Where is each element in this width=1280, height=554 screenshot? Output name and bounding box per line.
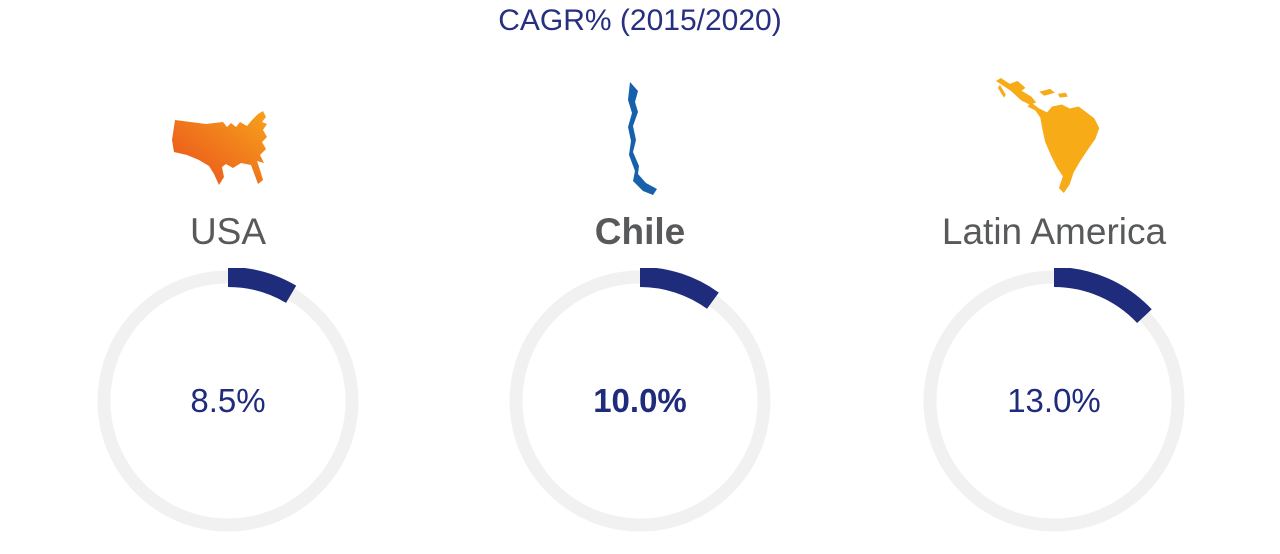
page-title: CAGR% (2015/2020) <box>498 4 782 37</box>
usa-map-box <box>58 78 398 196</box>
donut-value-arc <box>507 268 773 534</box>
region-label-chile: Chile <box>594 211 686 252</box>
chile-map-box <box>470 78 810 196</box>
region-label-usa: USA <box>189 211 267 252</box>
region-label-latin-america: Latin America <box>941 211 1167 252</box>
donut-usa: 8.5% <box>95 268 361 534</box>
donut-value-usa: 8.5% <box>190 382 266 419</box>
donut-value-arc <box>921 268 1187 534</box>
usa-map-icon <box>172 111 267 185</box>
region-chile: Chile 10.0% <box>470 78 810 534</box>
chile-map-icon <box>628 82 657 195</box>
donut-value-chile: 10.0% <box>593 382 687 419</box>
region-latin-america: Latin America 13.0% <box>884 78 1224 534</box>
donut-chile: 10.0% <box>507 268 773 534</box>
donut-value-latin-america: 13.0% <box>1007 382 1101 419</box>
latam-map-icon <box>995 78 1100 194</box>
latam-map-box <box>884 78 1224 196</box>
donut-latin-america: 13.0% <box>921 268 1187 534</box>
region-usa: USA 8.5% <box>58 78 398 534</box>
donut-value-arc <box>95 268 361 534</box>
